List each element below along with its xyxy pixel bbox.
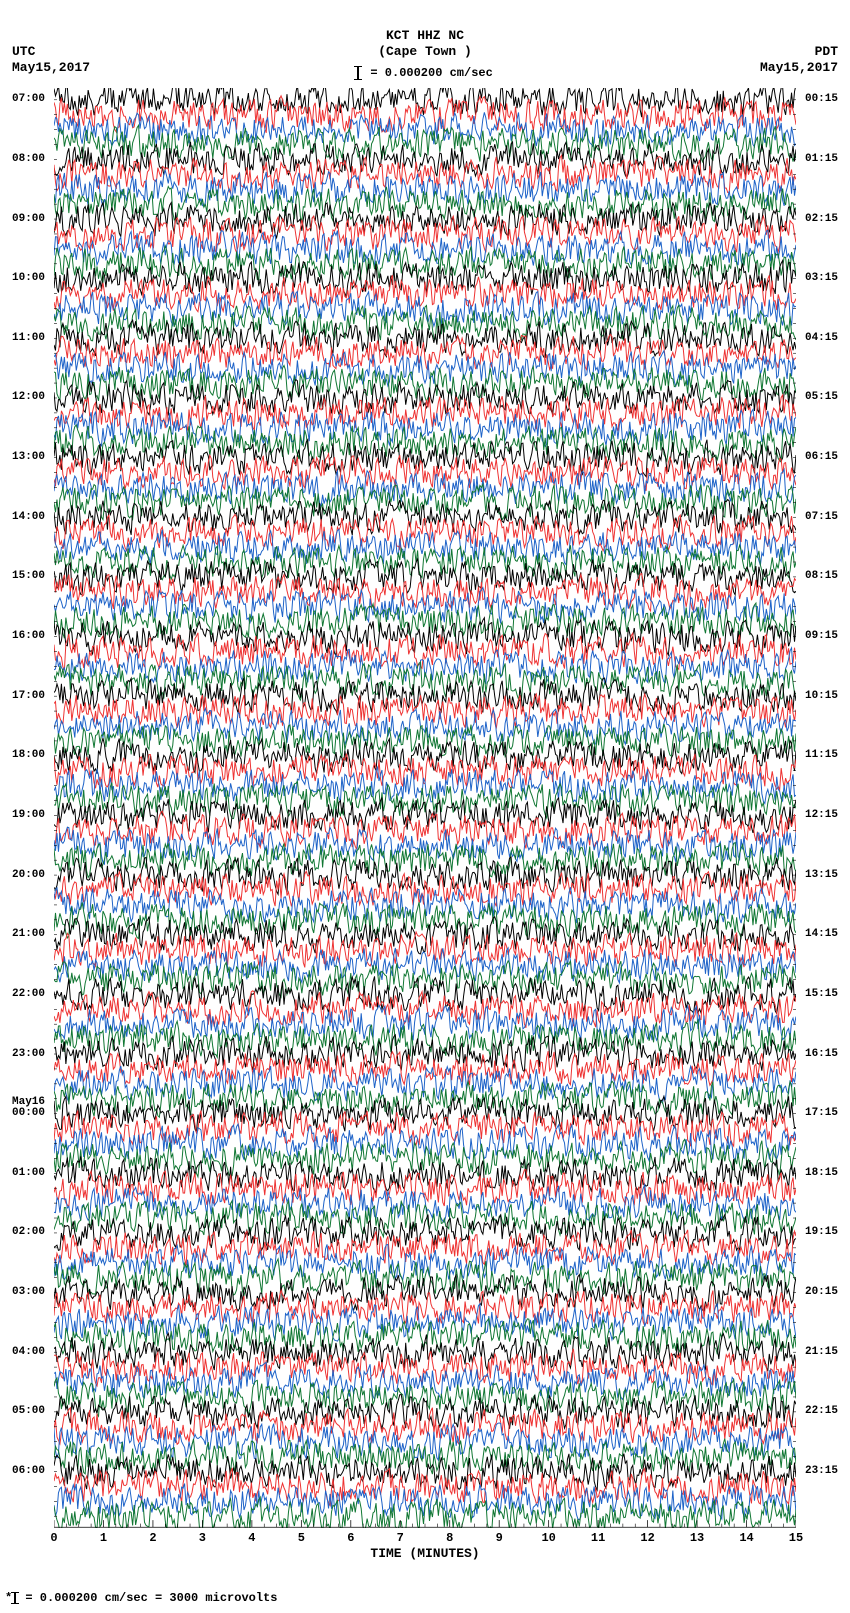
x-tick-label: 0 bbox=[50, 1531, 57, 1545]
utc-hour-label: 20:00 bbox=[12, 870, 45, 881]
utc-hour-label: 10:00 bbox=[12, 273, 45, 284]
pdt-hour-label: 19:15 bbox=[805, 1227, 838, 1238]
pdt-hour-label: 09:15 bbox=[805, 631, 838, 642]
utc-hour-label: 09:00 bbox=[12, 214, 45, 225]
pdt-hour-label: 14:15 bbox=[805, 929, 838, 940]
x-tick-label: 14 bbox=[739, 1531, 753, 1545]
helicorder-plot bbox=[54, 88, 796, 1528]
date-left-label: May15,2017 bbox=[12, 60, 90, 75]
scale-reference: = 0.000200 cm/sec bbox=[0, 66, 850, 80]
utc-hour-label: 23:00 bbox=[12, 1049, 45, 1060]
utc-hour-label: 11:00 bbox=[12, 333, 45, 344]
x-tick-label: 12 bbox=[640, 1531, 654, 1545]
station-subtitle: (Cape Town ) bbox=[0, 44, 850, 60]
x-tick-label: 2 bbox=[149, 1531, 156, 1545]
pdt-hour-label: 21:15 bbox=[805, 1347, 838, 1358]
utc-hour-label: 14:00 bbox=[12, 512, 45, 523]
utc-hour-label: 21:00 bbox=[12, 929, 45, 940]
utc-hour-label: 16:00 bbox=[12, 631, 45, 642]
x-axis-ticks: 0123456789101112131415 bbox=[54, 1527, 796, 1545]
utc-hour-label: 02:00 bbox=[12, 1227, 45, 1238]
utc-hour-label: 13:00 bbox=[12, 452, 45, 463]
x-tick-label: 15 bbox=[789, 1531, 803, 1545]
x-tick-label: 13 bbox=[690, 1531, 704, 1545]
pdt-hour-label: 23:15 bbox=[805, 1466, 838, 1477]
scale-text: = 0.000200 cm/sec bbox=[363, 66, 493, 80]
pdt-hour-label: 22:15 bbox=[805, 1406, 838, 1417]
pdt-hour-label: 04:15 bbox=[805, 333, 838, 344]
utc-hour-label: 06:00 bbox=[12, 1466, 45, 1477]
x-tick-label: 7 bbox=[397, 1531, 404, 1545]
pdt-hour-label: 15:15 bbox=[805, 989, 838, 1000]
pdt-hour-label: 06:15 bbox=[805, 452, 838, 463]
utc-hour-label: 03:00 bbox=[12, 1287, 45, 1298]
x-tick-label: 3 bbox=[199, 1531, 206, 1545]
footer-bar-icon bbox=[14, 1592, 16, 1604]
helicorder-svg bbox=[54, 88, 796, 1528]
tz-left-label: UTC bbox=[12, 44, 35, 59]
pdt-hour-label: 02:15 bbox=[805, 214, 838, 225]
utc-hour-label: 18:00 bbox=[12, 750, 45, 761]
x-tick-label: 1 bbox=[100, 1531, 107, 1545]
utc-hour-label: 12:00 bbox=[12, 392, 45, 403]
scale-bar-icon bbox=[357, 66, 359, 80]
pdt-hour-label: 18:15 bbox=[805, 1168, 838, 1179]
pdt-hour-label: 01:15 bbox=[805, 154, 838, 165]
utc-hour-label: 05:00 bbox=[12, 1406, 45, 1417]
pdt-hour-label: 07:15 bbox=[805, 512, 838, 523]
pdt-hour-label: 11:15 bbox=[805, 750, 838, 761]
utc-hour-label: 01:00 bbox=[12, 1168, 45, 1179]
x-tick-label: 6 bbox=[347, 1531, 354, 1545]
utc-hour-label: 08:00 bbox=[12, 154, 45, 165]
pdt-hour-label: 16:15 bbox=[805, 1049, 838, 1060]
station-title: KCT HHZ NC bbox=[0, 28, 850, 44]
pdt-hour-label: 20:15 bbox=[805, 1287, 838, 1298]
pdt-hour-label: 13:15 bbox=[805, 870, 838, 881]
date-right-label: May15,2017 bbox=[760, 60, 838, 75]
x-tick-label: 4 bbox=[248, 1531, 255, 1545]
tz-right-label: PDT bbox=[815, 44, 838, 59]
pdt-hour-label: 08:15 bbox=[805, 571, 838, 582]
pdt-hour-label: 17:15 bbox=[805, 1108, 838, 1119]
utc-hour-label: 17:00 bbox=[12, 691, 45, 702]
x-tick-label: 9 bbox=[496, 1531, 503, 1545]
pdt-hour-label: 10:15 bbox=[805, 691, 838, 702]
footer-text: = 0.000200 cm/sec = 3000 microvolts bbox=[18, 1591, 277, 1605]
x-tick-label: 10 bbox=[541, 1531, 555, 1545]
pdt-hour-label: 00:15 bbox=[805, 94, 838, 105]
x-axis-label: TIME (MINUTES) bbox=[0, 1546, 850, 1561]
utc-hour-label: 07:00 bbox=[12, 94, 45, 105]
x-tick-label: 5 bbox=[298, 1531, 305, 1545]
utc-hour-label: 19:00 bbox=[12, 810, 45, 821]
utc-hour-label: May16 00:00 bbox=[12, 1097, 45, 1119]
pdt-hour-label: 03:15 bbox=[805, 273, 838, 284]
utc-hour-label: 15:00 bbox=[12, 571, 45, 582]
pdt-hour-label: 05:15 bbox=[805, 392, 838, 403]
x-tick-label: 11 bbox=[591, 1531, 605, 1545]
pdt-hour-label: 12:15 bbox=[805, 810, 838, 821]
footer-scale: * = 0.000200 cm/sec = 3000 microvolts bbox=[5, 1591, 277, 1605]
utc-hour-label: 22:00 bbox=[12, 989, 45, 1000]
x-tick-label: 8 bbox=[446, 1531, 453, 1545]
seismogram-page: KCT HHZ NC (Cape Town ) = 0.000200 cm/se… bbox=[0, 0, 850, 1613]
utc-hour-label: 04:00 bbox=[12, 1347, 45, 1358]
